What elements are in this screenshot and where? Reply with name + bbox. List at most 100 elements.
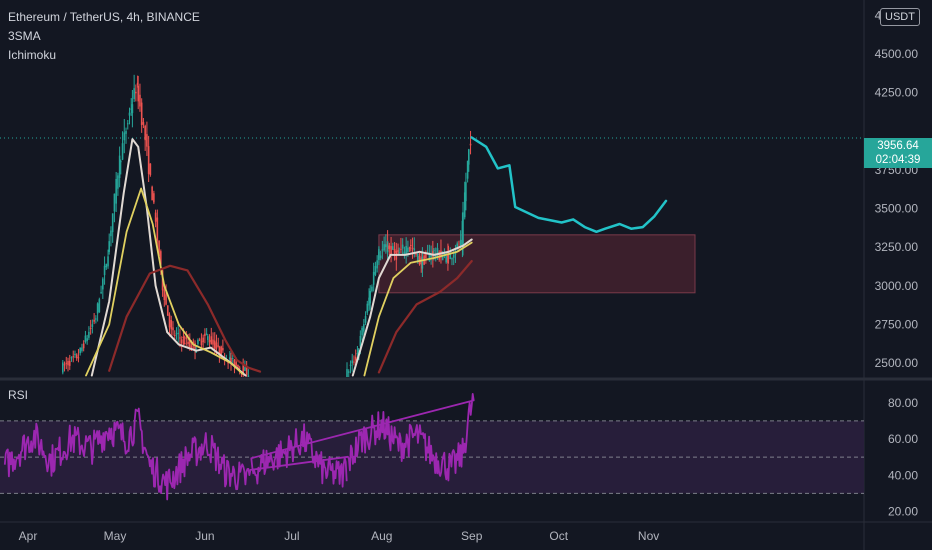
price-tick-label: 3500.00 <box>875 202 919 216</box>
candle-body <box>177 332 180 334</box>
candle-body <box>115 178 117 204</box>
candle-body <box>126 123 129 125</box>
candle-body <box>463 192 466 218</box>
time-tick-label: Jul <box>284 529 299 543</box>
candle-body <box>469 143 472 146</box>
candle-body <box>397 249 399 253</box>
price-tick-label: 3250.00 <box>875 240 919 254</box>
currency-button[interactable]: USDT <box>880 8 920 26</box>
candle-body <box>180 339 183 344</box>
candle-body <box>128 112 131 116</box>
candle-body <box>88 331 90 338</box>
candle-body <box>96 303 99 314</box>
candle-body <box>207 336 209 340</box>
candle-body <box>383 244 385 251</box>
candle-body <box>72 356 75 358</box>
candle-body <box>133 88 135 100</box>
time-tick-label: Apr <box>19 529 38 543</box>
candle-body <box>213 340 216 350</box>
candle-body <box>356 352 359 355</box>
candle-body <box>451 258 453 260</box>
candle-body <box>149 163 152 175</box>
candle-body <box>183 342 186 344</box>
candle-body <box>361 327 363 336</box>
candle-body <box>237 365 239 370</box>
indicator-3sma-label[interactable]: 3SMA <box>8 29 41 43</box>
candle-body <box>67 360 69 366</box>
candle-body <box>86 338 88 341</box>
candle-body <box>173 334 176 336</box>
time-tick-label: Aug <box>371 529 392 543</box>
rsi-tick-label: 60.00 <box>888 432 918 446</box>
candle-body <box>385 244 387 248</box>
time-tick-label: May <box>104 529 127 543</box>
candle-body <box>158 240 160 257</box>
candle-body <box>103 265 106 276</box>
symbol-title[interactable]: Ethereum / TetherUS, 4h, BINANCE <box>8 10 200 24</box>
candle-body <box>452 254 455 258</box>
candle-body <box>466 160 469 179</box>
candle-body <box>163 289 166 300</box>
rsi-line <box>3 393 475 501</box>
candle-body <box>413 248 416 251</box>
rsi-tick-label: 40.00 <box>888 468 918 482</box>
candle-body <box>388 245 391 249</box>
candle-body <box>205 333 208 335</box>
candle-body <box>110 230 112 237</box>
candle-body <box>445 256 447 263</box>
last-price-tag: 3956.64 02:04:39 <box>864 138 932 168</box>
candle-body <box>374 266 377 275</box>
price-tick-label: 3000.00 <box>875 279 919 293</box>
candle-body <box>151 186 153 201</box>
candle-body <box>229 357 231 360</box>
candle-body <box>462 212 464 248</box>
candle-body <box>231 357 234 359</box>
candle-body <box>403 251 406 254</box>
time-tick-label: Sep <box>461 529 483 543</box>
candle-body <box>111 213 114 233</box>
candle-body <box>459 239 462 246</box>
candle-body <box>93 319 95 322</box>
candle-body <box>65 362 68 364</box>
candle-body <box>401 244 404 249</box>
candle-body <box>175 333 178 335</box>
candle-body <box>136 82 139 85</box>
projection-line <box>470 136 668 234</box>
candle-body <box>123 132 126 141</box>
candle-body <box>190 345 193 349</box>
candle-body <box>172 327 174 331</box>
time-tick-label: Nov <box>638 529 659 543</box>
candle-body <box>359 336 362 347</box>
candle-body <box>468 149 470 165</box>
rsi-label[interactable]: RSI <box>8 388 29 402</box>
candle-body <box>247 375 250 377</box>
rsi-tick-label: 20.00 <box>888 505 918 519</box>
candle-body <box>121 143 124 160</box>
candle-body <box>428 253 431 261</box>
candle-body <box>347 371 350 373</box>
candle-body <box>160 251 162 265</box>
candle-body <box>372 271 375 285</box>
sma-fast-line <box>90 138 473 377</box>
candle-body <box>182 337 185 339</box>
price-tick-label: 4250.00 <box>875 86 919 100</box>
candle-body <box>139 94 141 107</box>
candle-body <box>447 253 449 263</box>
candle-body <box>168 314 171 328</box>
candle-body <box>215 342 218 349</box>
candle-body <box>100 292 102 294</box>
candle-body <box>144 125 146 141</box>
candle-body <box>353 361 355 363</box>
candle-body <box>130 108 133 110</box>
time-tick-label: Jun <box>195 529 214 543</box>
candle-body <box>212 339 214 345</box>
candle-body <box>230 358 232 363</box>
candle-body <box>70 357 73 359</box>
candle-body <box>68 360 71 366</box>
candle-body <box>135 91 137 94</box>
candle-body <box>217 345 220 347</box>
candle-body <box>351 360 354 364</box>
indicator-ichimoku-label[interactable]: Ichimoku <box>8 48 57 62</box>
candle-body <box>198 339 201 341</box>
